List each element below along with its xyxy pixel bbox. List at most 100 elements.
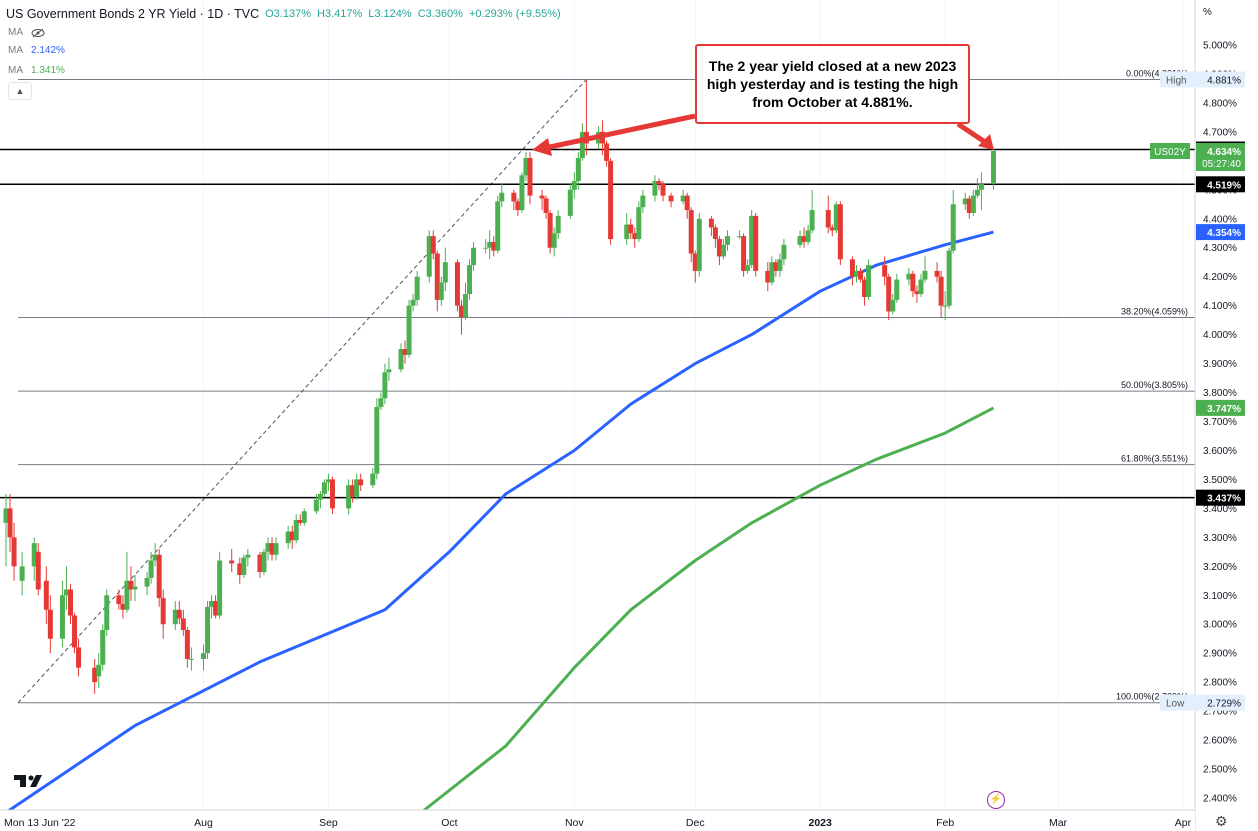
candle-body — [499, 192, 505, 202]
y-tick-label: 3.800% — [1203, 388, 1237, 399]
candle-body — [350, 485, 356, 497]
indicator-legend-ma-1[interactable]: MA — [8, 27, 45, 38]
low-label-bg — [1160, 694, 1245, 711]
candle-body — [241, 557, 247, 575]
candle-body — [261, 551, 267, 573]
candle-body — [188, 658, 194, 660]
candle-body — [289, 531, 295, 541]
chevron-up-icon: ▲ — [15, 86, 25, 96]
y-tick-label: 4.200% — [1203, 272, 1237, 283]
y-tick-label: 3.100% — [1203, 591, 1237, 602]
candle-body — [692, 253, 698, 271]
candle-body — [176, 609, 182, 619]
indicator-legend-ma-2[interactable]: MA 2.142% — [8, 45, 65, 56]
x-tick-label: 2023 — [809, 817, 833, 829]
eye-off-icon[interactable] — [31, 28, 45, 38]
candle-body — [458, 305, 464, 318]
candle-body — [467, 265, 473, 295]
candle-body — [35, 551, 41, 590]
candle-body — [628, 224, 634, 234]
candle-body — [293, 519, 299, 541]
candle-body — [801, 236, 807, 242]
candle-body — [660, 184, 666, 196]
price-tag-3437-bg — [1196, 489, 1245, 506]
candle-body — [47, 609, 53, 639]
y-tick-label: 3.700% — [1203, 417, 1237, 428]
candle-body — [430, 236, 436, 254]
candle-body — [386, 369, 392, 373]
y-tick-label: 3.900% — [1203, 359, 1237, 370]
candle-body — [3, 508, 9, 523]
chart-title: US Government Bonds 2 YR Yield · 1D · TV… — [6, 7, 260, 21]
candle-body — [346, 485, 352, 509]
y-tick-label: 2.400% — [1203, 794, 1237, 805]
candle-body — [442, 262, 448, 283]
candle-body — [946, 250, 952, 306]
y-tick-label: 4.000% — [1203, 330, 1237, 341]
candle-body — [462, 294, 468, 318]
candle-body — [809, 210, 815, 231]
candle-body — [708, 218, 714, 228]
candle-body — [237, 563, 243, 575]
collapse-legend-button[interactable]: ▲ — [8, 82, 32, 100]
candle-body — [942, 305, 948, 307]
candle-body — [894, 279, 900, 300]
candle-body — [321, 482, 327, 494]
indicator-label: MA — [8, 27, 23, 38]
candle-body — [144, 577, 150, 587]
candle-body — [67, 589, 73, 616]
candle-body — [257, 554, 263, 573]
tradingview-logo-icon[interactable] — [14, 770, 48, 792]
annotation-callout: The 2 year yield closed at a new 2023 hi… — [695, 44, 970, 124]
candle-body — [217, 560, 223, 616]
candle-body — [487, 241, 493, 248]
candle-body — [370, 473, 376, 486]
indicator-legend-ma-3[interactable]: MA 1.341% — [8, 65, 65, 76]
candle-body — [297, 519, 303, 523]
candle-body — [398, 349, 404, 370]
candle-body — [890, 299, 896, 312]
candle-body — [180, 618, 186, 631]
candle-body — [96, 664, 102, 677]
candle-body — [19, 566, 25, 581]
y-tick-label: 4.100% — [1203, 301, 1237, 312]
candle-body — [769, 262, 775, 283]
candle-body — [978, 184, 984, 190]
candle-body — [970, 195, 976, 213]
x-tick-label: Mar — [1049, 817, 1068, 829]
candle-body — [765, 270, 771, 283]
candle-body — [354, 479, 360, 497]
symbol-tag-bg — [1150, 142, 1190, 159]
moving-average-line — [5, 230, 994, 814]
candle-body — [547, 212, 553, 248]
candle-body — [571, 181, 577, 190]
x-tick-label: Aug — [194, 817, 213, 829]
candle-body — [406, 305, 412, 355]
y-tick-label: 4.700% — [1203, 127, 1237, 138]
candle-body — [837, 204, 843, 260]
fib-level-label: 38.20%(4.059%) — [1121, 307, 1188, 317]
candle-body — [325, 479, 331, 483]
candle-body — [523, 157, 529, 176]
candle-body — [624, 224, 630, 240]
fibonacci-retracement: 0.00%(4.881%) 38.20%(4.059%) 50.00%(3.805%… — [17, 68, 1195, 704]
candle-body — [76, 647, 82, 668]
indicator-value: 2.142% — [31, 45, 65, 56]
high-label-bg — [1160, 71, 1245, 88]
gear-icon[interactable]: ⚙ — [1215, 813, 1228, 829]
candle-body — [849, 259, 855, 277]
candle-body — [652, 181, 658, 196]
candle-body — [914, 291, 920, 295]
price-tag-4519-bg — [1196, 176, 1245, 193]
candle-body — [132, 586, 138, 590]
fib-level-label: 0.00%(4.881%) — [1126, 68, 1188, 78]
y-tick-label: 2.900% — [1203, 649, 1237, 660]
lightning-icon[interactable]: ⚡ — [987, 791, 1005, 809]
moving-average-line — [420, 406, 995, 814]
ohlc-low: L3.124% — [368, 8, 412, 20]
candle-body — [825, 210, 831, 228]
candle-body — [737, 236, 743, 238]
candle-body — [862, 279, 868, 297]
